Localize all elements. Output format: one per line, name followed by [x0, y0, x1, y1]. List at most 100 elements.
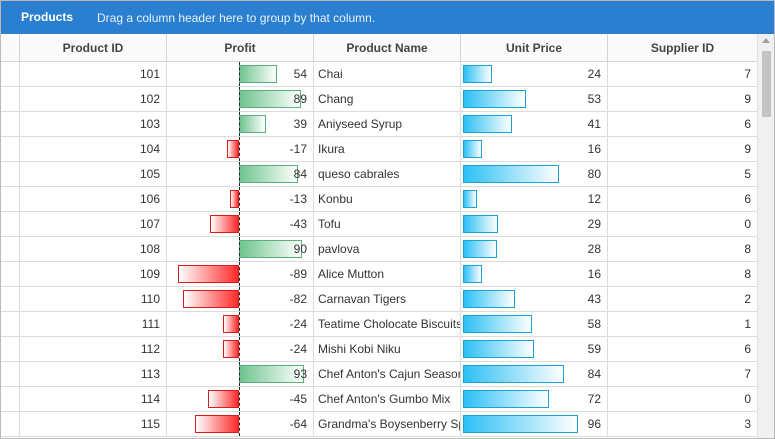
product-name-cell[interactable]: Ikura — [314, 137, 461, 161]
profit-cell[interactable]: 39 — [167, 112, 314, 136]
row-indicator[interactable] — [1, 312, 20, 336]
unit-price-cell[interactable]: 43 — [461, 287, 608, 311]
supplier-id-cell[interactable]: 8 — [608, 262, 758, 286]
row-indicator[interactable] — [1, 412, 20, 436]
unit-price-cell[interactable]: 84 — [461, 362, 608, 386]
product-name-cell[interactable]: Chai — [314, 62, 461, 86]
unit-price-cell[interactable]: 16 — [461, 262, 608, 286]
table-row[interactable]: 113 93 Chef Anton's Cajun Seasoning 84 7 — [1, 362, 758, 387]
supplier-id-cell[interactable]: 5 — [608, 162, 758, 186]
supplier-id-cell[interactable]: 0 — [608, 387, 758, 411]
scrollbar-thumb[interactable] — [762, 51, 771, 117]
supplier-id-cell[interactable]: 9 — [608, 137, 758, 161]
unit-price-cell[interactable]: 29 — [461, 212, 608, 236]
profit-cell[interactable]: -82 — [167, 287, 314, 311]
product-name-cell[interactable]: Chef Anton's Cajun Seasoning — [314, 362, 461, 386]
supplier-id-cell[interactable]: 6 — [608, 187, 758, 211]
table-row[interactable]: 108 90 pavlova 28 8 — [1, 237, 758, 262]
supplier-id-cell[interactable]: 0 — [608, 212, 758, 236]
product-id-cell[interactable]: 113 — [20, 362, 167, 386]
supplier-id-cell[interactable]: 3 — [608, 412, 758, 436]
product-id-cell[interactable]: 106 — [20, 187, 167, 211]
profit-cell[interactable]: -24 — [167, 337, 314, 361]
product-id-cell[interactable]: 112 — [20, 337, 167, 361]
unit-price-cell[interactable]: 12 — [461, 187, 608, 211]
table-row[interactable]: 103 39 Aniyseed Syrup 41 6 — [1, 112, 758, 137]
product-id-cell[interactable]: 104 — [20, 137, 167, 161]
unit-price-cell[interactable]: 96 — [461, 412, 608, 436]
profit-cell[interactable]: 54 — [167, 62, 314, 86]
table-row[interactable]: 115 -64 Grandma's Boysenberry Spread 96 3 — [1, 412, 758, 437]
scroll-up-arrow-icon[interactable] — [762, 38, 770, 43]
product-id-cell[interactable]: 105 — [20, 162, 167, 186]
product-id-cell[interactable]: 108 — [20, 237, 167, 261]
product-name-cell[interactable]: pavlova — [314, 237, 461, 261]
product-id-cell[interactable]: 109 — [20, 262, 167, 286]
product-id-cell[interactable]: 107 — [20, 212, 167, 236]
profit-cell[interactable]: 89 — [167, 87, 314, 111]
product-id-cell[interactable]: 111 — [20, 312, 167, 336]
table-row[interactable]: 102 89 Chang 53 9 — [1, 87, 758, 112]
product-name-cell[interactable]: Carnavan Tigers — [314, 287, 461, 311]
profit-cell[interactable]: 93 — [167, 362, 314, 386]
product-name-cell[interactable]: Chef Anton's Gumbo Mix — [314, 387, 461, 411]
profit-cell[interactable]: 84 — [167, 162, 314, 186]
table-row[interactable]: 101 54 Chai 24 7 — [1, 62, 758, 87]
table-row[interactable]: 112 -24 Mishi Kobi Niku 59 6 — [1, 337, 758, 362]
supplier-id-cell[interactable]: 6 — [608, 337, 758, 361]
column-header-product-id[interactable]: Product ID — [20, 34, 167, 62]
product-id-cell[interactable]: 114 — [20, 387, 167, 411]
unit-price-cell[interactable]: 16 — [461, 137, 608, 161]
supplier-id-cell[interactable]: 2 — [608, 287, 758, 311]
product-name-cell[interactable]: Teatime Cholocate Biscuits — [314, 312, 461, 336]
table-row[interactable]: 105 84 queso cabrales 80 5 — [1, 162, 758, 187]
column-header-supplier-id[interactable]: Supplier ID — [608, 34, 758, 62]
product-id-cell[interactable]: 110 — [20, 287, 167, 311]
product-name-cell[interactable]: Konbu — [314, 187, 461, 211]
unit-price-cell[interactable]: 59 — [461, 337, 608, 361]
table-row[interactable]: 111 -24 Teatime Cholocate Biscuits 58 1 — [1, 312, 758, 337]
supplier-id-cell[interactable]: 9 — [608, 87, 758, 111]
row-indicator[interactable] — [1, 387, 20, 411]
row-indicator[interactable] — [1, 237, 20, 261]
unit-price-cell[interactable]: 28 — [461, 237, 608, 261]
profit-cell[interactable]: -43 — [167, 212, 314, 236]
unit-price-cell[interactable]: 24 — [461, 62, 608, 86]
unit-price-cell[interactable]: 80 — [461, 162, 608, 186]
profit-cell[interactable]: 90 — [167, 237, 314, 261]
products-tab[interactable]: Products — [21, 10, 74, 24]
row-indicator[interactable] — [1, 187, 20, 211]
profit-cell[interactable]: -24 — [167, 312, 314, 336]
row-indicator[interactable] — [1, 262, 20, 286]
row-indicator[interactable] — [1, 112, 20, 136]
product-id-cell[interactable]: 103 — [20, 112, 167, 136]
table-row[interactable]: 104 -17 Ikura 16 9 — [1, 137, 758, 162]
supplier-id-cell[interactable]: 8 — [608, 237, 758, 261]
product-id-cell[interactable]: 102 — [20, 87, 167, 111]
product-id-cell[interactable]: 101 — [20, 62, 167, 86]
row-indicator[interactable] — [1, 287, 20, 311]
table-row[interactable]: 106 -13 Konbu 12 6 — [1, 187, 758, 212]
table-row[interactable]: 107 -43 Tofu 29 0 — [1, 212, 758, 237]
profit-cell[interactable]: -17 — [167, 137, 314, 161]
vertical-scrollbar[interactable] — [757, 34, 774, 438]
product-name-cell[interactable]: Aniyseed Syrup — [314, 112, 461, 136]
profit-cell[interactable]: -64 — [167, 412, 314, 436]
row-indicator[interactable] — [1, 337, 20, 361]
unit-price-cell[interactable]: 58 — [461, 312, 608, 336]
product-name-cell[interactable]: Tofu — [314, 212, 461, 236]
row-indicator[interactable] — [1, 162, 20, 186]
table-row[interactable]: 110 -82 Carnavan Tigers 43 2 — [1, 287, 758, 312]
row-indicator[interactable] — [1, 212, 20, 236]
unit-price-cell[interactable]: 41 — [461, 112, 608, 136]
profit-cell[interactable]: -89 — [167, 262, 314, 286]
product-name-cell[interactable]: Chang — [314, 87, 461, 111]
unit-price-cell[interactable]: 53 — [461, 87, 608, 111]
row-indicator[interactable] — [1, 62, 20, 86]
unit-price-cell[interactable]: 72 — [461, 387, 608, 411]
product-name-cell[interactable]: Alice Mutton — [314, 262, 461, 286]
row-indicator[interactable] — [1, 362, 20, 386]
supplier-id-cell[interactable]: 1 — [608, 312, 758, 336]
column-header-unit-price[interactable]: Unit Price — [461, 34, 608, 62]
supplier-id-cell[interactable]: 6 — [608, 112, 758, 136]
